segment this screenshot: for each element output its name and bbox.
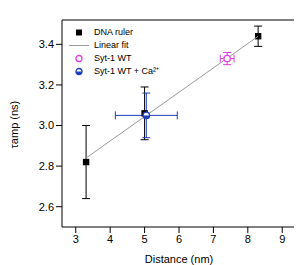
html-text:Syt-1 WT: Syt-1 WT — [94, 53, 132, 63]
svg-text:6: 6 — [176, 233, 182, 245]
svg-text:3.4: 3.4 — [39, 38, 54, 50]
svg-text:3.2: 3.2 — [39, 79, 54, 91]
svg-text:3.0: 3.0 — [39, 119, 54, 131]
svg-text:5: 5 — [142, 233, 148, 245]
html-text:Syt-1 WT + Ca²⁺: Syt-1 WT + Ca²⁺ — [94, 66, 160, 76]
svg-text:2.8: 2.8 — [39, 160, 54, 172]
svg-text:8: 8 — [245, 233, 251, 245]
html-text:Linear fit: Linear fit — [94, 40, 129, 50]
html-text:DNA ruler: DNA ruler — [94, 27, 133, 37]
svg-text:τamp (ns): τamp (ns) — [8, 101, 20, 149]
svg-text:2.6: 2.6 — [39, 201, 54, 213]
svg-text:Distance (nm): Distance (nm) — [145, 253, 213, 265]
svg-text:7: 7 — [210, 233, 216, 245]
svg-text:4: 4 — [107, 233, 113, 245]
svg-text:3: 3 — [73, 233, 79, 245]
svg-text:9: 9 — [279, 233, 285, 245]
